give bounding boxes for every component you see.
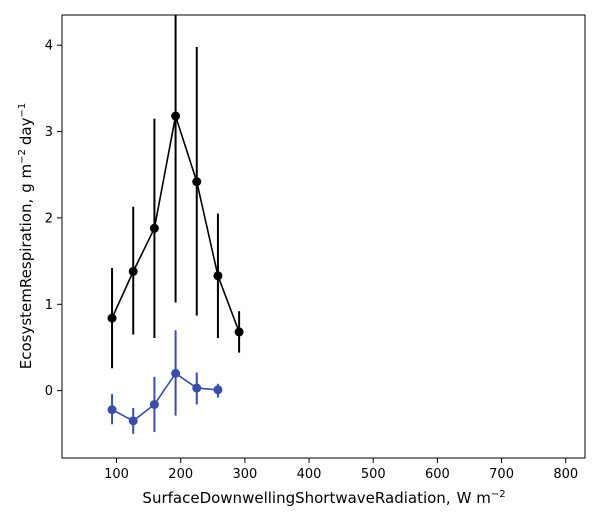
y-tick-label: 4 bbox=[45, 39, 53, 54]
x-tick-label: 800 bbox=[553, 467, 578, 482]
data-point bbox=[107, 313, 117, 323]
data-point bbox=[192, 383, 202, 393]
series-1 bbox=[107, 15, 244, 369]
x-tick-label: 500 bbox=[361, 467, 386, 482]
x-tick-label: 700 bbox=[489, 467, 514, 482]
y-tick-label: 2 bbox=[45, 211, 53, 226]
data-point bbox=[149, 223, 159, 233]
y-tick-label: 1 bbox=[45, 298, 53, 313]
x-tick-label: 400 bbox=[297, 467, 322, 482]
data-point bbox=[128, 416, 138, 426]
x-tick-label: 100 bbox=[104, 467, 129, 482]
chart-marks bbox=[107, 15, 244, 434]
x-axis-label: SurfaceDownwellingShortwaveRadiation, W m… bbox=[142, 489, 505, 507]
y-tick-label: 3 bbox=[45, 125, 53, 140]
data-point bbox=[171, 111, 181, 121]
data-point bbox=[213, 271, 223, 281]
data-point bbox=[213, 385, 223, 395]
series-line bbox=[111, 372, 219, 422]
x-tick-label: 300 bbox=[232, 467, 257, 482]
chart-ticks: 100 200 300 400 500 600 700 800 0 1 2 3 4 bbox=[45, 39, 578, 482]
x-tick-label: 600 bbox=[425, 467, 450, 482]
x-tick-label: 200 bbox=[168, 467, 193, 482]
data-point bbox=[192, 177, 202, 187]
data-point bbox=[171, 368, 181, 378]
y-axis-label: EcosystemRespiration,g m−2day−1 bbox=[17, 103, 35, 369]
data-point bbox=[234, 327, 244, 337]
y-tick-label: 0 bbox=[45, 384, 53, 399]
data-point bbox=[107, 405, 117, 415]
data-point bbox=[128, 266, 138, 276]
data-point bbox=[149, 399, 159, 409]
plot-frame bbox=[61, 14, 586, 459]
series-2 bbox=[107, 330, 223, 434]
